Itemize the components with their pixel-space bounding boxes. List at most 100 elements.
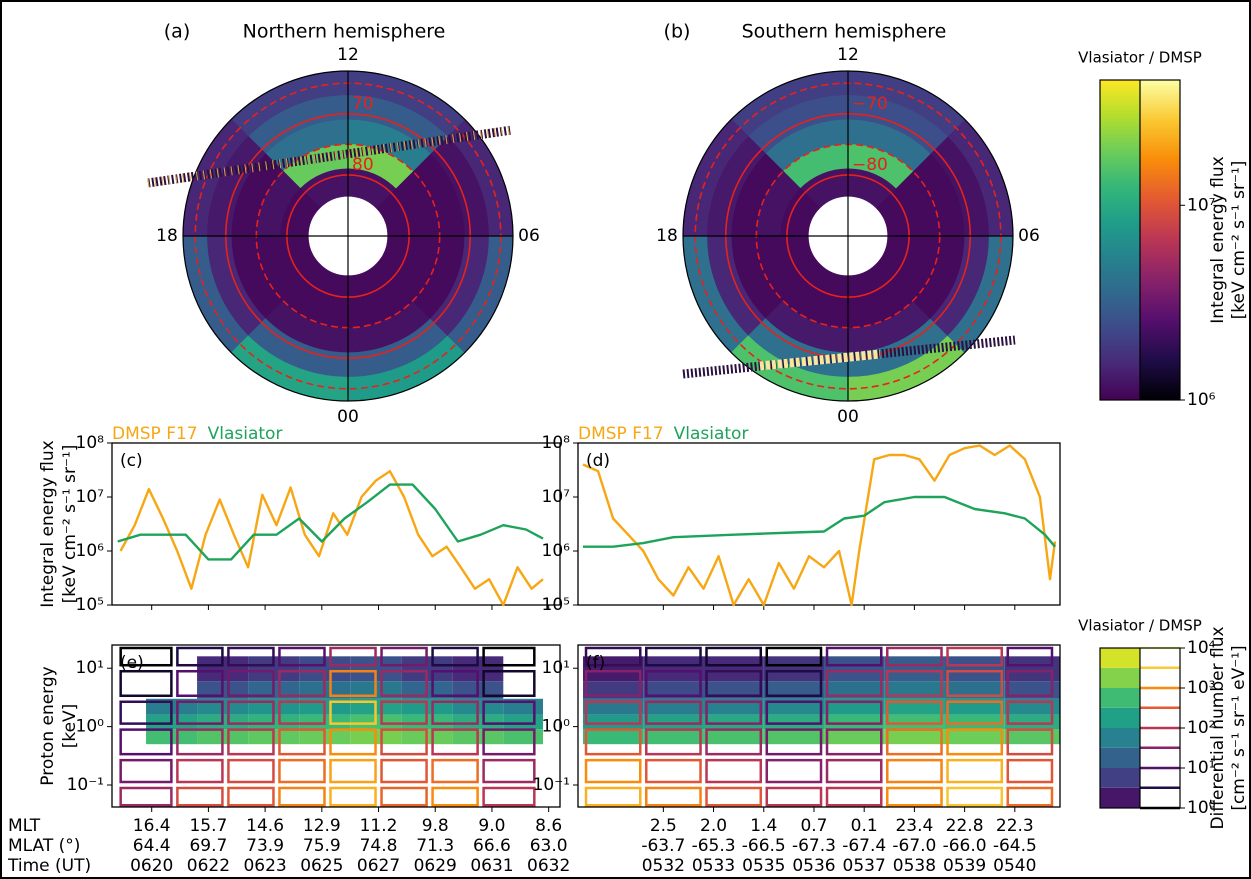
- vlasiator-cell: [643, 681, 704, 699]
- legend-entry: DMSP F17: [578, 424, 664, 444]
- satellite-tracks: [147, 125, 1016, 379]
- x-tick-label: 0533: [692, 856, 735, 876]
- x-tick-label: 0536: [792, 856, 835, 876]
- x-row-name: MLAT (°): [8, 836, 80, 856]
- x-tick-label: 0625: [300, 856, 343, 876]
- mlt-label: 12: [837, 45, 859, 65]
- vlasiator-cell: [763, 656, 825, 682]
- x-tick-label: 0629: [414, 856, 457, 876]
- x-tick-label: 11.2: [360, 816, 398, 836]
- x-tick-label: 0623: [243, 856, 286, 876]
- vlasiator-cell: [703, 729, 764, 745]
- x-tick-label: 69.7: [189, 836, 227, 856]
- dmsp-track-north: [147, 125, 513, 188]
- vlasiator-cell: [583, 656, 644, 682]
- dmsp-contour-cell: [278, 700, 326, 725]
- latitude-label: 80: [352, 155, 374, 175]
- vlasiator-cell: [944, 681, 1005, 699]
- dmsp-contour-cell: [176, 786, 224, 807]
- x-tick-label: -64.5: [993, 836, 1037, 856]
- dmsp-contour-cell: [645, 646, 702, 667]
- dmsp-contour-cell: [1006, 646, 1054, 667]
- dmsp-contour-cell: [825, 758, 883, 784]
- dmsp-contour-cell: [227, 700, 275, 725]
- vlasiator-cell: [583, 681, 644, 699]
- dmsp-track-south-highlight: [759, 349, 881, 371]
- latitude-label: −70: [852, 94, 888, 114]
- colorbar-title: Vlasiator / DMSP: [1078, 49, 1202, 67]
- x-tick-label: 0535: [742, 856, 785, 876]
- dmsp-contour-cell: [176, 646, 224, 667]
- panel-label: (e): [120, 653, 144, 673]
- latitude-label: −80: [852, 155, 888, 175]
- x-row-name: MLT: [8, 816, 41, 836]
- x-tick-label: -63.7: [641, 836, 685, 856]
- x-tick-label: 0.1: [851, 816, 878, 836]
- y-axis-label: [keV]: [60, 704, 80, 749]
- panel-label: (f): [586, 653, 605, 673]
- colorbar-band: [1100, 747, 1140, 768]
- x-tick-label: 0532: [642, 856, 685, 876]
- dmsp-contour-cell: [1006, 758, 1054, 784]
- vlasiator-cell: [824, 729, 885, 745]
- dmsp-contour-cell: [645, 728, 702, 756]
- dmsp-contour-cell: [584, 758, 642, 784]
- dmsp-contour-cell: [380, 700, 428, 725]
- dmsp-contour-cell: [431, 758, 479, 784]
- mlt-label: 18: [656, 226, 678, 246]
- dmsp-contour-cell: [705, 669, 763, 698]
- panel-label: (c): [120, 451, 143, 471]
- x-tick-label: 23.4: [895, 816, 933, 836]
- vlasiator-cell: [1004, 681, 1060, 699]
- colorbar-tick-label: 10⁶: [1187, 390, 1216, 410]
- dmsp-contour-cell: [176, 700, 224, 725]
- dmsp-contour-cell: [380, 786, 428, 807]
- x-tick-label: 0538: [893, 856, 936, 876]
- dmsp-contour-cell: [825, 786, 883, 807]
- x-tick-label: 22.3: [996, 816, 1034, 836]
- dmsp-contour-cell: [380, 646, 428, 667]
- dmsp-contour-cell: [176, 669, 224, 698]
- dmsp-contour-cell: [329, 669, 377, 698]
- dmsp-contour-cell: [482, 700, 536, 725]
- dmsp-contour-cell: [765, 728, 823, 756]
- dmsp-contour-cell: [584, 700, 642, 725]
- dmsp-contour-cell: [119, 786, 173, 807]
- colorbar-label: Integral energy flux: [1208, 156, 1228, 323]
- legend-entry: Vlasiator: [208, 424, 283, 444]
- dmsp-contour-cell: [176, 728, 224, 756]
- colorbar-label: Differential number flux: [1208, 626, 1228, 829]
- dmsp-contour-cell: [329, 728, 377, 756]
- x-tick-label: 14.6: [246, 816, 284, 836]
- x-tick-label: 74.8: [360, 836, 398, 856]
- dmsp-contour-cell: [765, 758, 823, 784]
- x-tick-label: 0.7: [800, 816, 827, 836]
- dmsp-contour-cell: [431, 786, 479, 807]
- dmsp-contour-cell: [946, 669, 1004, 698]
- x-tick-label: 16.4: [133, 816, 171, 836]
- dmsp-contour-cell: [1006, 700, 1054, 725]
- vlasiator-cell: [884, 681, 945, 699]
- vlasiator-cell: [944, 656, 1005, 682]
- dmsp-contour-cell: [946, 786, 1004, 807]
- dmsp-contour-cell: [278, 758, 326, 784]
- vlasiator-cell: [503, 729, 543, 745]
- colorbar-band: [1100, 768, 1140, 788]
- y-tick-label: 10⁶: [76, 541, 105, 561]
- y-axis-label: Proton energy: [38, 666, 58, 785]
- x-tick-label: 0540: [993, 856, 1036, 876]
- dmsp-contour-cell: [765, 669, 823, 698]
- x-tick-label: 71.3: [416, 836, 454, 856]
- dmsp-contour-cell: [431, 669, 479, 698]
- y-tick-label: 10⁵: [76, 595, 104, 615]
- x-tick-label: 0632: [527, 856, 570, 876]
- vlasiator-cell: [763, 681, 825, 699]
- dmsp-contour-cell: [825, 669, 883, 698]
- dmsp-contour-cell: [482, 646, 536, 667]
- y-tick-label: 10¹: [76, 658, 104, 678]
- dmsp-contour-cell: [329, 700, 377, 725]
- dmsp-contour-cell: [886, 669, 943, 698]
- data-line: [119, 470, 544, 607]
- colorbar-band: [1100, 787, 1140, 808]
- dmsp-contour-cell: [119, 646, 173, 667]
